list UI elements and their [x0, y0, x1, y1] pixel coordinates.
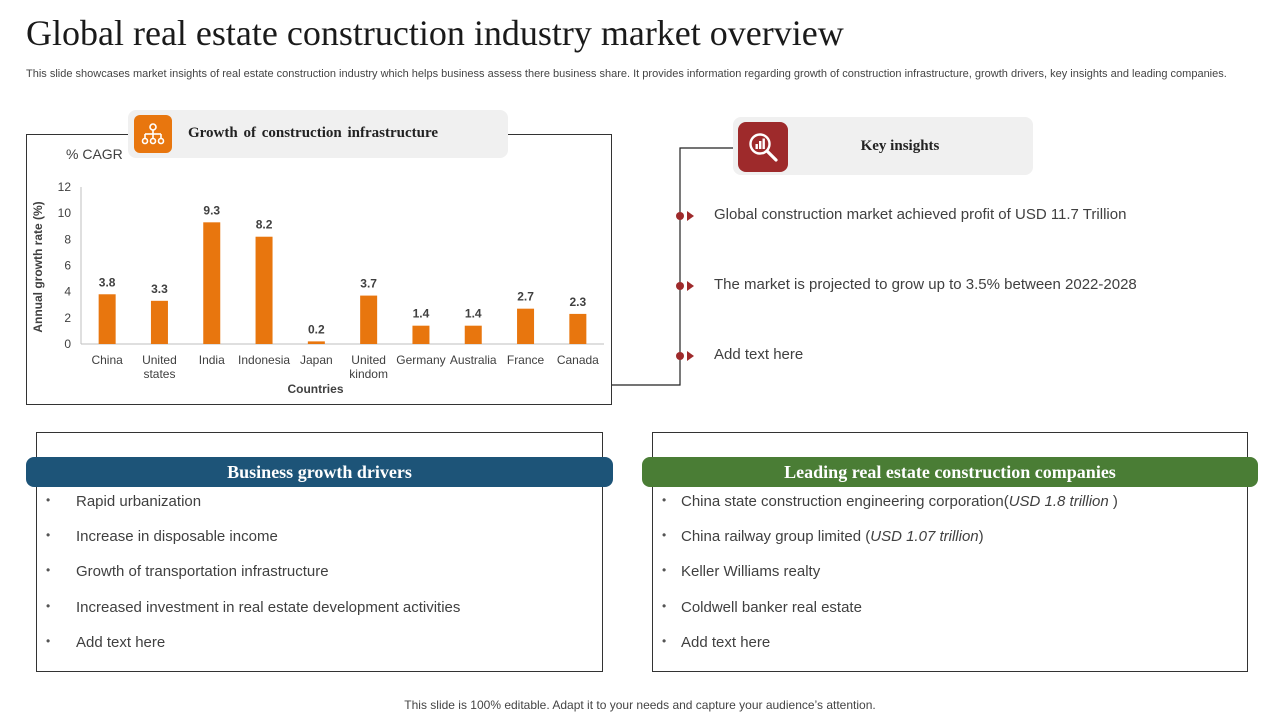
bar — [569, 313, 587, 344]
x-tick-label: United states — [142, 353, 177, 381]
company-value: USD 1.07 trillion — [870, 528, 979, 546]
bar-chart: % CAGR Annual growth rate (%) 0 2 4 6 8 10 12 3.8… — [31, 146, 604, 396]
driver-text: Growth of transportation infrastructure — [76, 563, 329, 581]
y-tick-label: 8 — [64, 232, 71, 246]
x-tick-label: India — [199, 353, 225, 367]
data-label: 3.3 — [151, 282, 168, 296]
bullet-arrow-icon — [687, 351, 694, 361]
bullet-icon: • — [662, 563, 667, 578]
y-tick-label: 10 — [58, 206, 72, 220]
company-name: Add text here — [681, 633, 771, 651]
bullet-icon: • — [46, 493, 51, 507]
bullet-icon: • — [662, 528, 667, 543]
x-tick-label: Australia — [450, 353, 497, 367]
bullet-icon: • — [46, 528, 51, 543]
x-tick-label: Japan — [300, 353, 333, 367]
drivers-banner: Business growth drivers — [26, 457, 613, 487]
x-tick-label: Germany — [396, 353, 445, 367]
data-label: 3.7 — [360, 277, 377, 291]
bullet-icon: • — [662, 493, 667, 507]
data-label: 1.4 — [413, 307, 430, 321]
bar — [307, 341, 325, 344]
magnifier-chart-icon — [738, 122, 788, 172]
companies-banner: Leading real estate construction compani… — [642, 457, 1258, 487]
org-chart-icon — [134, 115, 172, 153]
chart-section-header — [128, 110, 508, 158]
bar — [203, 222, 221, 344]
bar — [464, 325, 482, 344]
company-text: Add text here — [681, 634, 770, 651]
bar — [98, 294, 116, 344]
y-axis-label: Annual growth rate (%) — [31, 201, 45, 332]
y-tick-label: 4 — [64, 285, 71, 299]
bullet-dot-icon — [676, 282, 684, 290]
data-label: 3.8 — [99, 275, 116, 289]
bullet-icon: • — [662, 598, 667, 613]
bullet-icon: • — [46, 598, 51, 613]
key-insights-title: Key insights — [860, 138, 940, 154]
footer-note: This slide is 100% editable. Adapt it to… — [404, 698, 876, 712]
company-name: China state construction engineering cor… — [681, 493, 1009, 510]
bullet-dot-icon — [676, 352, 684, 360]
data-label: 8.2 — [256, 218, 273, 232]
company-text: China state construction engineering cor… — [681, 493, 1118, 510]
y-tick-label: 12 — [58, 180, 72, 194]
company-value: USD 1.8 trillion — [1008, 493, 1113, 510]
x-tick-label: Canada — [557, 353, 599, 367]
x-tick-label: Indonesia — [238, 353, 290, 367]
driver-text: Rapid urbanization — [76, 493, 202, 510]
page-title: Global real estate construction industry… — [26, 13, 844, 53]
driver-text: Increased investment in real estate deve… — [76, 598, 461, 616]
insight-text: The market is projected to grow up to 3.… — [714, 276, 1137, 293]
bar — [255, 236, 273, 344]
bullet-dot-icon — [676, 212, 684, 220]
bullet-arrow-icon — [687, 281, 694, 291]
chart-title: % CAGR — [66, 146, 123, 162]
data-label: 9.3 — [203, 203, 220, 217]
bar — [517, 308, 535, 344]
x-tick-label: United kindom — [349, 353, 388, 381]
data-label: 2.3 — [570, 295, 587, 309]
y-tick-label: 2 — [64, 311, 71, 325]
company-name: Keller Williams realty — [681, 563, 821, 581]
chart-section-title: Growth of construction infrastructure — [188, 125, 438, 141]
bullet-icon: • — [662, 633, 667, 648]
driver-text: Increase in disposable income — [76, 528, 278, 546]
company-name: China railway group limited ( — [681, 528, 871, 546]
y-tick-label: 6 — [64, 259, 71, 273]
company-name: Coldwell banker real estate — [681, 598, 862, 616]
page-subtitle: This slide showcases market insights of … — [26, 68, 1227, 80]
connector-line — [612, 147, 740, 386]
company-suffix: ) — [1112, 493, 1118, 510]
bar — [150, 300, 168, 344]
bullet-icon: • — [46, 563, 51, 578]
insight-text: Global construction market achieved prof… — [714, 206, 1127, 223]
bullet-arrow-icon — [687, 211, 694, 221]
bar — [412, 325, 430, 344]
company-text: Keller Williams realty — [681, 563, 820, 580]
x-tick-label: France — [507, 353, 545, 367]
chart-frame — [26, 134, 612, 405]
driver-text: Add text here — [76, 633, 166, 651]
data-label: 2.7 — [517, 290, 534, 304]
company-text: Coldwell banker real estate — [681, 599, 862, 616]
insight-text: Add text here — [714, 346, 804, 363]
company-text: China railway group limited (USD 1.07 tr… — [681, 528, 984, 545]
data-label: 1.4 — [465, 307, 482, 321]
data-label: 0.2 — [308, 322, 325, 336]
bar — [360, 295, 378, 344]
company-suffix: ) — [978, 528, 984, 546]
bullet-icon: • — [46, 633, 51, 648]
y-tick-label: 0 — [64, 337, 71, 351]
x-tick-label: China — [91, 353, 123, 367]
x-axis-label: Countries — [287, 382, 343, 396]
